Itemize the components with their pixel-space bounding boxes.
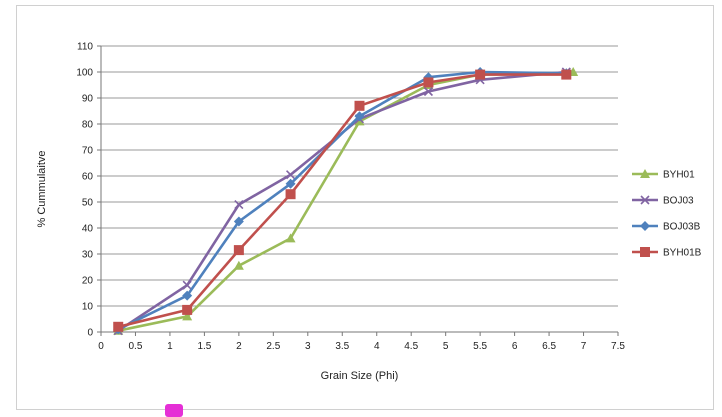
- data-point-byh01b: [423, 77, 434, 88]
- data-point-byh01: [182, 311, 193, 321]
- legend-label: BYH01: [663, 170, 695, 181]
- data-point-byh01b: [354, 100, 365, 111]
- y-tick-label: 40: [82, 224, 94, 235]
- data-point-boj03: [286, 170, 296, 180]
- x-tick-label: 6: [512, 341, 518, 352]
- series-boj03: [113, 67, 571, 336]
- legend-item-boj03b: BOJ03B: [632, 221, 701, 233]
- y-tick-label: 50: [82, 198, 94, 209]
- data-point-boj03b: [354, 111, 365, 122]
- x-tick-label: 0.5: [129, 341, 143, 352]
- series-line-boj03b: [117, 70, 567, 331]
- legend-item-byh01b: BYH01B: [632, 247, 702, 259]
- x-tick-label: 2: [236, 341, 242, 352]
- series-line-boj03: [117, 70, 567, 332]
- y-tick-label: 90: [82, 94, 94, 105]
- y-tick-label: 0: [87, 328, 93, 339]
- data-point-byh01b: [233, 245, 244, 256]
- y-tick-label: 30: [82, 250, 94, 261]
- legend: BYH01 BOJ03 BOJ03B BYH01B: [632, 169, 702, 259]
- x-tick-label: 1: [167, 341, 173, 352]
- x-tick-label: 6.5: [542, 341, 556, 352]
- legend-marker: [640, 221, 650, 231]
- data-point-byh01b: [561, 69, 572, 80]
- data-point-boj03: [423, 86, 433, 97]
- pink-cursor-marker: [165, 404, 183, 417]
- x-tick-label: 0: [98, 341, 104, 352]
- data-point-byh01b: [475, 69, 486, 80]
- legend-label: BYH01B: [663, 248, 702, 259]
- y-axis-title: % Cummulaitve: [36, 150, 48, 227]
- chart-frame: 0 10 20 30 40 50 60 70 80 90 100 110 0 0.5 1 1.5 2 2.5 3 3…: [16, 5, 714, 410]
- series-boj03b: [113, 67, 572, 335]
- legend-marker: [640, 195, 650, 205]
- series-byh01: [113, 67, 579, 335]
- legend-label: BOJ03B: [663, 222, 701, 233]
- y-tick-label: 100: [76, 68, 93, 79]
- x-tick-label: 3.5: [335, 341, 349, 352]
- axes: [100, 46, 618, 333]
- series-line-byh01b: [117, 73, 567, 329]
- y-tick-label: 70: [82, 146, 94, 157]
- x-tick-label: 3: [305, 341, 311, 352]
- series-byh01b: [113, 69, 572, 332]
- x-axis-title: Grain Size (Phi): [321, 370, 399, 382]
- y-tick-label: 80: [82, 120, 94, 131]
- x-tick-label: 4: [374, 341, 380, 352]
- x-tick-label: 7.5: [611, 341, 625, 352]
- data-point-byh01b: [113, 321, 124, 332]
- y-axis-ticks: 0 10 20 30 40 50 60 70 80 90 100 110: [76, 42, 101, 339]
- data-point-boj03: [182, 280, 192, 290]
- legend-marker: [640, 247, 650, 257]
- x-tick-label: 5: [443, 341, 449, 352]
- data-point-byh01: [285, 233, 296, 243]
- legend-marker: [640, 169, 650, 178]
- y-tick-label: 110: [77, 42, 93, 53]
- data-point-boj03b: [233, 216, 244, 227]
- data-point-boj03: [234, 200, 244, 210]
- data-point-byh01: [233, 260, 244, 270]
- data-point-byh01b: [285, 189, 296, 200]
- data-point-byh01b: [182, 304, 193, 315]
- x-tick-label: 1.5: [197, 341, 211, 352]
- x-tick-label: 2.5: [266, 341, 280, 352]
- x-tick-label: 5.5: [473, 341, 487, 352]
- data-point-boj03b: [182, 290, 193, 301]
- x-tick-label: 4.5: [404, 341, 418, 352]
- y-tick-label: 60: [82, 172, 94, 183]
- y-tick-label: 10: [82, 302, 94, 313]
- legend-item-boj03: BOJ03: [632, 195, 694, 207]
- legend-item-byh01: BYH01: [632, 169, 695, 181]
- gridlines: [101, 45, 618, 307]
- series: [113, 67, 579, 336]
- legend-label: BOJ03: [663, 196, 694, 207]
- x-axis-ticks: 0 0.5 1 1.5 2 2.5 3 3.5 4 4.5 5 5.5 6 6.5 7 7.5: [98, 332, 625, 352]
- data-point-boj03b: [285, 178, 296, 189]
- x-tick-label: 7: [581, 341, 587, 352]
- line-chart: 0 10 20 30 40 50 60 70 80 90 100 110 0 0.5 1 1.5 2 2.5 3 3…: [36, 42, 702, 383]
- y-tick-label: 20: [82, 276, 94, 287]
